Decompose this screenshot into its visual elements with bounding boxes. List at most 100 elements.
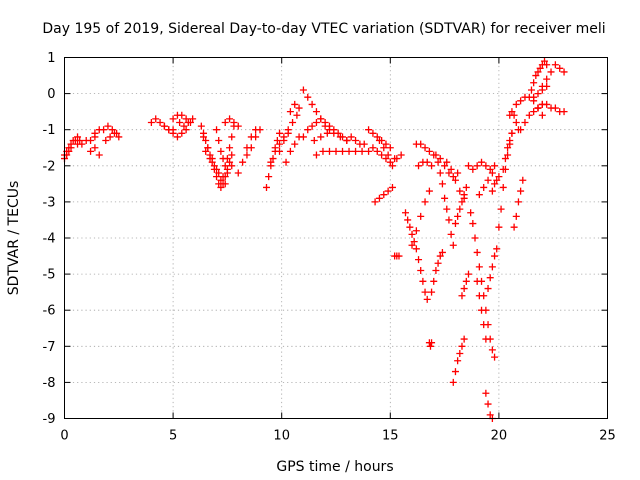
data-point <box>415 256 423 264</box>
data-point <box>184 118 192 126</box>
y-tick-label: -4 <box>43 232 56 247</box>
y-tick-label: -6 <box>43 304 56 319</box>
data-point <box>464 162 472 170</box>
series-sat-x <box>299 115 325 141</box>
data-point <box>173 133 181 141</box>
data-point <box>226 144 234 152</box>
data-point <box>87 137 95 145</box>
data-point <box>454 357 462 365</box>
data-point <box>441 194 449 202</box>
data-point <box>91 129 99 137</box>
data-point <box>304 93 312 101</box>
data-point <box>91 144 99 152</box>
data-point <box>438 180 446 188</box>
y-tick-label: -7 <box>43 340 56 355</box>
data-point <box>147 118 155 126</box>
series-sat-h <box>160 122 190 141</box>
data-point <box>454 212 462 220</box>
data-point <box>269 155 277 163</box>
data-point <box>213 173 221 181</box>
data-point <box>180 122 188 130</box>
data-point <box>156 118 164 126</box>
data-point <box>365 147 373 155</box>
series-sat-l <box>200 133 229 188</box>
x-tick-label: 10 <box>273 429 290 444</box>
data-point <box>456 205 464 213</box>
data-point <box>291 100 299 108</box>
series-sat-q <box>243 126 264 159</box>
data-point <box>415 162 423 170</box>
data-point <box>417 140 425 148</box>
data-point <box>384 187 392 195</box>
data-point <box>226 115 234 123</box>
data-point <box>443 205 451 213</box>
series-sat-k <box>197 122 236 191</box>
data-point <box>358 147 366 155</box>
data-point <box>434 259 442 267</box>
data-point <box>182 115 190 123</box>
data-point <box>447 230 455 238</box>
data-point <box>295 104 303 112</box>
x-tick-label: 15 <box>382 429 399 444</box>
data-point <box>217 147 225 155</box>
data-point <box>436 169 444 177</box>
data-point <box>449 241 457 249</box>
data-point <box>347 133 355 141</box>
data-point <box>380 144 388 152</box>
data-point <box>534 104 542 112</box>
series-sat-au <box>467 209 499 361</box>
series-sat-al <box>425 339 436 350</box>
data-point <box>217 176 225 184</box>
data-point <box>560 108 568 116</box>
data-point <box>202 147 210 155</box>
data-point <box>532 72 540 80</box>
data-point <box>493 176 501 184</box>
series-sat-ay <box>484 245 501 293</box>
data-point <box>508 108 516 116</box>
data-point <box>451 176 459 184</box>
x-tick-label: 0 <box>60 429 68 444</box>
data-point <box>462 277 470 285</box>
data-point <box>501 155 509 163</box>
series-sat-o <box>221 115 242 130</box>
data-point <box>291 140 299 148</box>
data-point <box>445 169 453 177</box>
data-point <box>215 137 223 145</box>
data-point <box>339 147 347 155</box>
series-sat-ah <box>402 209 431 303</box>
data-point <box>262 183 270 191</box>
data-point <box>352 137 360 145</box>
y-tick-label: -9 <box>43 412 56 427</box>
data-point <box>421 198 429 206</box>
data-point <box>243 151 251 159</box>
data-point <box>473 162 481 170</box>
series-sat-t <box>276 111 301 155</box>
data-point <box>436 155 444 163</box>
data-point <box>217 183 225 191</box>
data-point <box>486 274 494 282</box>
data-point <box>499 183 507 191</box>
data-point <box>482 389 490 397</box>
data-point <box>514 198 522 206</box>
data-point <box>273 137 281 145</box>
data-point <box>504 151 512 159</box>
data-point <box>252 133 260 141</box>
data-point <box>447 165 455 173</box>
data-point <box>530 93 538 101</box>
y-tick-label: -8 <box>43 376 56 391</box>
data-point <box>234 169 242 177</box>
data-point <box>510 223 518 231</box>
data-point <box>360 140 368 148</box>
data-point <box>423 295 431 303</box>
data-point <box>388 162 396 170</box>
data-point <box>432 151 440 159</box>
data-point <box>221 118 229 126</box>
data-point <box>276 140 284 148</box>
data-point <box>497 205 505 213</box>
data-point <box>462 183 470 191</box>
data-point <box>417 212 425 220</box>
data-point <box>534 90 542 98</box>
data-point <box>556 64 564 72</box>
data-point <box>110 129 118 137</box>
